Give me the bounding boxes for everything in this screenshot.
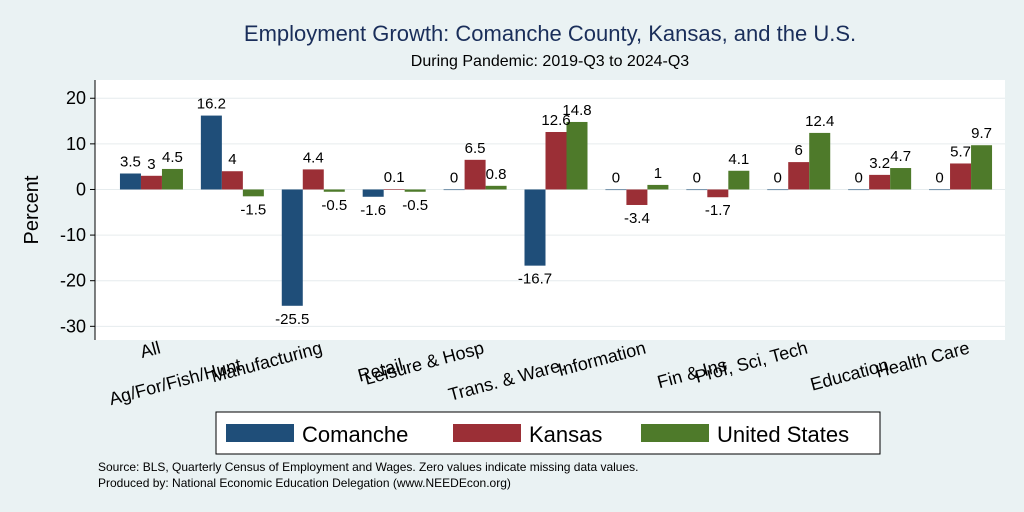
bar — [869, 174, 891, 190]
bar — [890, 168, 912, 190]
bar — [566, 121, 588, 190]
data-label: 3 — [147, 156, 155, 173]
data-label: 3.5 — [120, 154, 141, 171]
data-label: 9.7 — [971, 125, 992, 142]
category-label: Manufacturing — [209, 338, 324, 387]
y-tick-label: -10 — [60, 225, 86, 245]
data-label: 14.8 — [562, 102, 591, 119]
bar — [161, 168, 183, 190]
data-label: 0.1 — [384, 169, 405, 186]
bar — [485, 185, 507, 190]
category-label: Information — [556, 338, 648, 381]
bar — [464, 159, 486, 190]
bar — [728, 170, 750, 190]
data-label: 1 — [654, 165, 662, 182]
bar — [119, 173, 141, 190]
data-label: -1.7 — [705, 202, 731, 219]
bar — [140, 175, 162, 190]
data-label: 0.8 — [486, 166, 507, 183]
bar — [323, 189, 345, 192]
bar — [221, 171, 243, 190]
legend-swatch — [641, 424, 709, 442]
chart-subtitle: During Pandemic: 2019-Q3 to 2024-Q3 — [411, 53, 689, 70]
y-tick-label: -20 — [60, 271, 86, 291]
data-label: 0 — [612, 169, 620, 186]
legend-label: Comanche — [302, 422, 408, 447]
y-tick-label: 10 — [66, 134, 86, 154]
y-axis-label: Percent — [21, 175, 43, 244]
legend: Comanche Kansas United States — [215, 411, 881, 455]
legend-label: Kansas — [529, 422, 602, 447]
bar — [707, 189, 729, 198]
data-label: 12.4 — [805, 113, 834, 130]
bar — [647, 184, 669, 190]
data-labels: 3.5 3 4.5 16.2 4 -1.5 -25.5 4.4 -0.5 -1.6 0.1 -0.5 0… — [120, 96, 992, 328]
bar — [524, 189, 546, 266]
bar — [767, 189, 789, 191]
data-label: 0 — [854, 169, 862, 186]
producer-note: Produced by: National Economic Education… — [98, 476, 511, 490]
legend-box — [215, 411, 881, 455]
chart-title: Employment Growth: Comanche County, Kans… — [244, 21, 856, 46]
source-note: Source: BLS, Quarterly Census of Employm… — [98, 460, 638, 474]
data-label: 6 — [795, 142, 803, 159]
data-label: -1.6 — [360, 202, 386, 219]
data-label: 4.7 — [890, 148, 911, 165]
bar — [788, 162, 810, 190]
category-label: Health Care — [874, 338, 972, 382]
bar — [848, 189, 870, 191]
bar — [545, 132, 567, 190]
data-label: 5.7 — [950, 143, 971, 160]
bar — [605, 189, 627, 191]
data-label: -16.7 — [518, 271, 552, 288]
bar — [200, 115, 222, 190]
data-label: 0 — [774, 169, 782, 186]
y-axis-ticks: 20 10 0 -10 -20 -30 — [60, 88, 95, 336]
bar — [929, 189, 951, 191]
data-label: -1.5 — [240, 201, 266, 218]
legend-label: United States — [717, 422, 849, 447]
data-label: -3.4 — [624, 210, 650, 227]
bar — [950, 163, 972, 190]
plot-area — [95, 80, 1005, 340]
bar — [443, 189, 465, 191]
bar — [281, 189, 303, 306]
bar — [362, 189, 384, 197]
data-label: -0.5 — [321, 197, 347, 214]
y-tick-label: -30 — [60, 316, 86, 336]
legend-swatch — [453, 424, 521, 442]
data-label: 6.5 — [465, 140, 486, 157]
y-tick-label: 0 — [76, 179, 86, 199]
data-label: 12.6 — [541, 112, 570, 129]
bar — [686, 189, 708, 191]
bar — [971, 145, 993, 190]
data-label: 0 — [935, 169, 943, 186]
data-label: 3.2 — [869, 155, 890, 172]
bar — [302, 169, 324, 190]
data-label: 16.2 — [197, 96, 226, 113]
bar — [404, 189, 426, 192]
bar — [383, 189, 405, 190]
data-label: -0.5 — [402, 197, 428, 214]
data-label: 0 — [693, 169, 701, 186]
bars — [119, 115, 993, 306]
data-label: 4.5 — [162, 149, 183, 166]
category-label: All — [138, 338, 163, 362]
category-label: Prof, Sci, Tech — [693, 338, 810, 387]
y-tick-label: 20 — [66, 88, 86, 108]
bar — [809, 132, 831, 190]
data-label: 4.1 — [728, 151, 749, 168]
data-label: 0 — [450, 169, 458, 186]
bar — [242, 189, 264, 197]
data-label: 4 — [228, 151, 236, 168]
legend-swatch — [226, 424, 294, 442]
data-label: -25.5 — [275, 311, 309, 328]
bar — [626, 189, 648, 205]
data-label: 4.4 — [303, 149, 324, 166]
